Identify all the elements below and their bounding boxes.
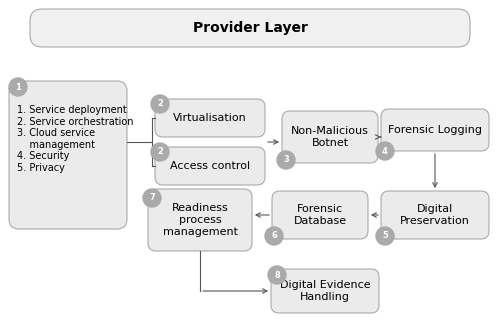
- Text: 3: 3: [283, 155, 289, 164]
- Text: Non-Malicious
Botnet: Non-Malicious Botnet: [291, 126, 369, 148]
- Text: 8: 8: [274, 270, 280, 279]
- Text: Virtualisation: Virtualisation: [173, 113, 247, 123]
- FancyBboxPatch shape: [271, 269, 379, 313]
- FancyBboxPatch shape: [381, 191, 489, 239]
- FancyBboxPatch shape: [381, 109, 489, 151]
- Circle shape: [268, 266, 286, 284]
- Circle shape: [265, 227, 283, 245]
- Text: Provider Layer: Provider Layer: [192, 21, 308, 35]
- Text: 1: 1: [15, 82, 21, 91]
- Circle shape: [376, 227, 394, 245]
- Circle shape: [277, 151, 295, 169]
- Circle shape: [151, 95, 169, 113]
- Text: Access control: Access control: [170, 161, 250, 171]
- FancyBboxPatch shape: [155, 147, 265, 185]
- FancyBboxPatch shape: [272, 191, 368, 239]
- FancyBboxPatch shape: [30, 9, 470, 47]
- Text: 6: 6: [271, 232, 277, 241]
- FancyBboxPatch shape: [148, 189, 252, 251]
- Text: 4: 4: [382, 147, 388, 155]
- Text: 2: 2: [157, 99, 163, 109]
- Text: Forensic Logging: Forensic Logging: [388, 125, 482, 135]
- Text: Forensic
Database: Forensic Database: [294, 204, 346, 226]
- Text: Digital
Preservation: Digital Preservation: [400, 204, 470, 226]
- Text: 1. Service deployment
2. Service orchestration
3. Cloud service
    management
4: 1. Service deployment 2. Service orchest…: [17, 105, 134, 173]
- FancyBboxPatch shape: [9, 81, 127, 229]
- FancyBboxPatch shape: [155, 99, 265, 137]
- Text: 5: 5: [382, 232, 388, 241]
- Circle shape: [376, 142, 394, 160]
- Circle shape: [151, 143, 169, 161]
- Circle shape: [9, 78, 27, 96]
- Text: Readiness
process
management: Readiness process management: [162, 203, 238, 237]
- Text: 2: 2: [157, 148, 163, 157]
- Circle shape: [143, 189, 161, 207]
- Text: Digital Evidence
Handling: Digital Evidence Handling: [280, 280, 370, 302]
- Text: 7: 7: [149, 193, 155, 203]
- FancyBboxPatch shape: [282, 111, 378, 163]
